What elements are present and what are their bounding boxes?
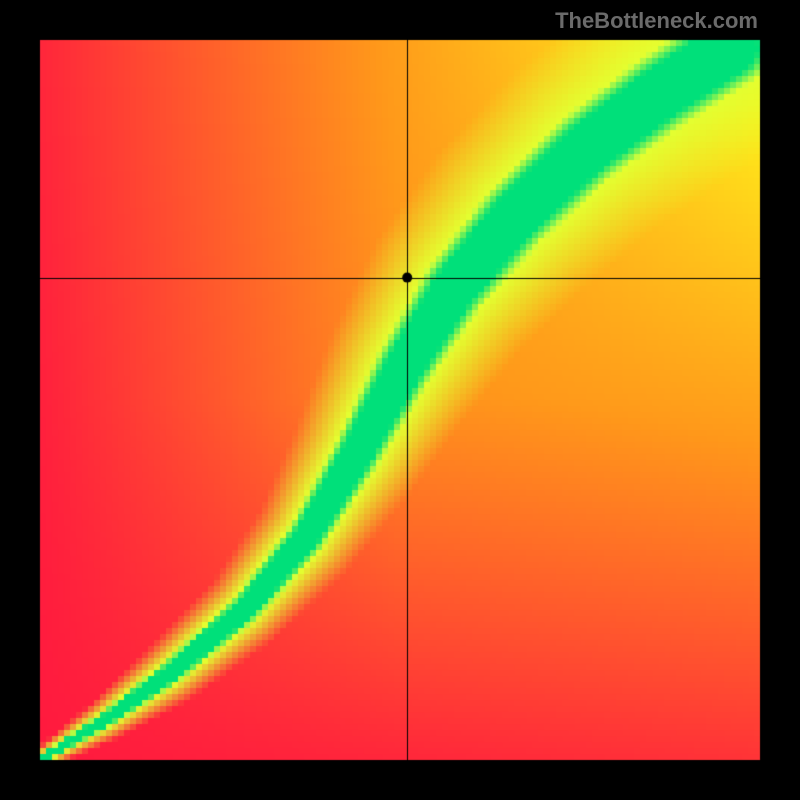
watermark-text: TheBottleneck.com bbox=[555, 8, 758, 34]
bottleneck-heatmap bbox=[0, 0, 800, 800]
